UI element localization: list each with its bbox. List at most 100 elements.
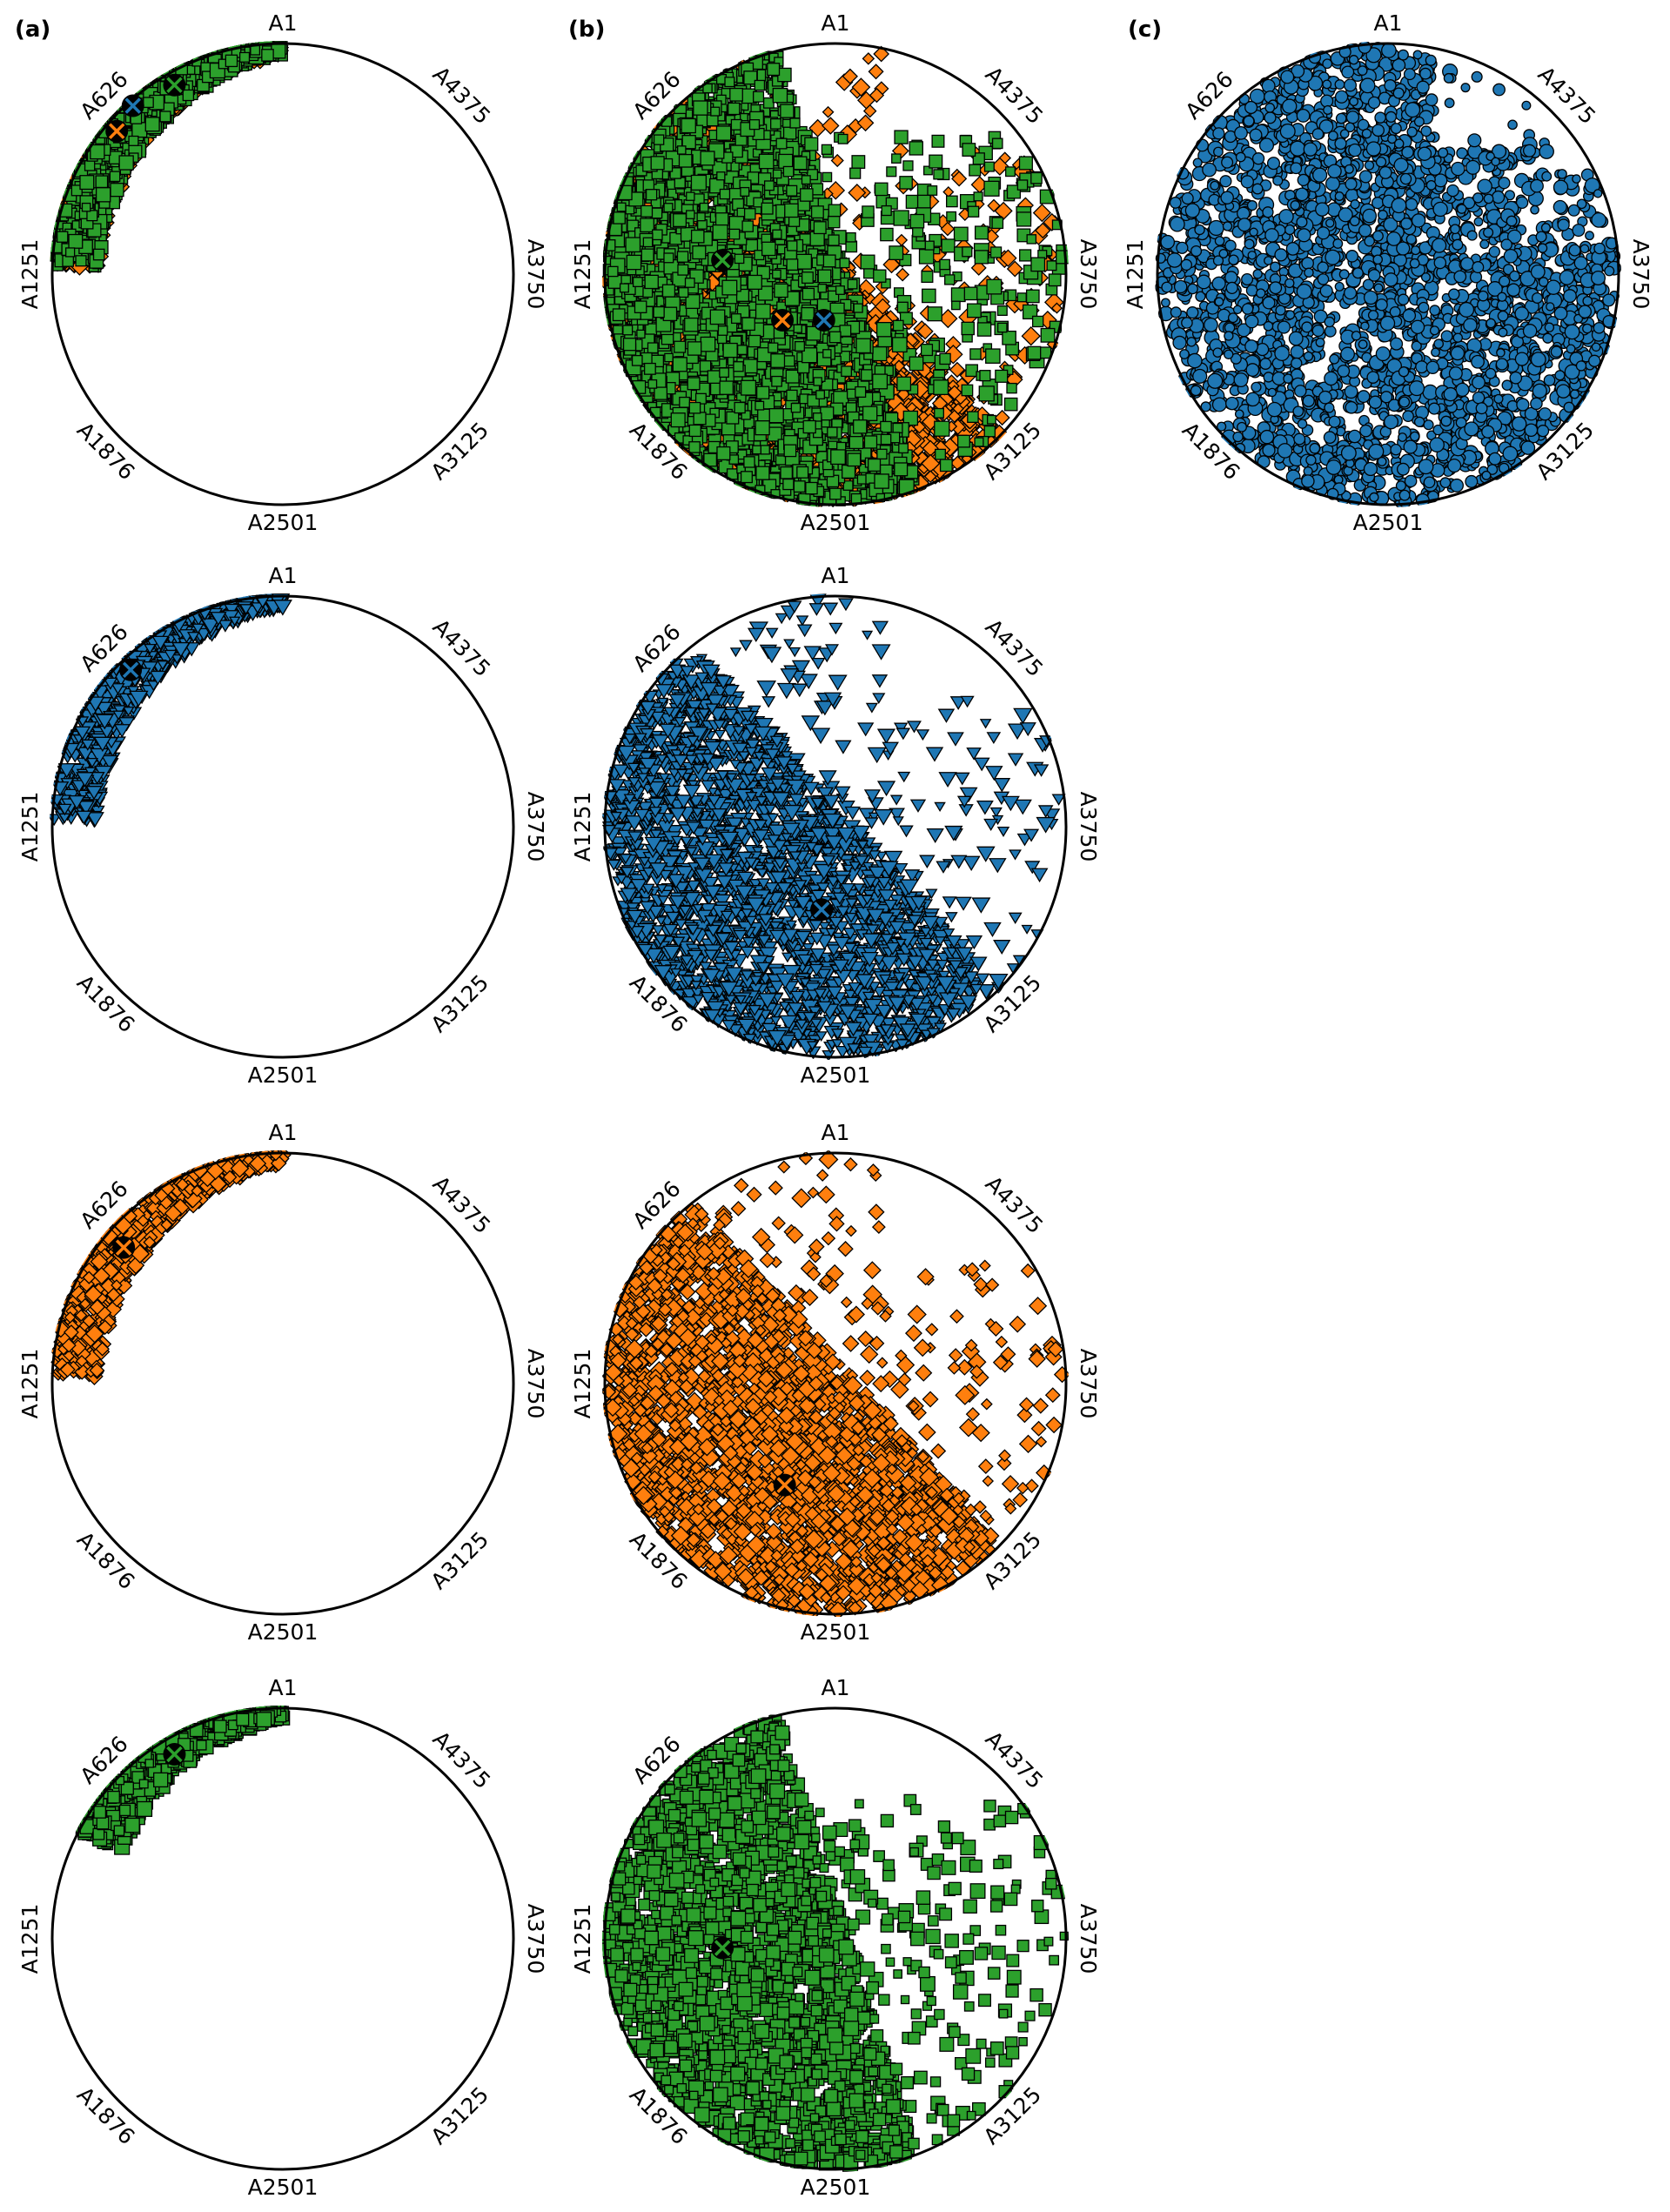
- data-point-blue: [85, 786, 103, 801]
- data-point-blue: [218, 620, 233, 633]
- anchor-label-a3750: A3750: [523, 792, 548, 862]
- anchor-label-a1876: A1876: [72, 969, 140, 1037]
- data-point-green: [86, 210, 98, 222]
- anchor-label-a1876: A1876: [72, 417, 140, 485]
- data-point-blue: [195, 627, 212, 642]
- data-point-blue: [210, 612, 227, 627]
- data-point-blue: [77, 801, 95, 815]
- data-point-green: [182, 89, 195, 102]
- centroid-marker-orange: [112, 1236, 136, 1259]
- data-point-blue: [146, 680, 160, 692]
- data-point-green: [131, 122, 148, 138]
- data-point-green: [96, 1816, 110, 1830]
- anchor-label-a1251: A1251: [17, 1904, 43, 1974]
- data-point-blue: [228, 616, 241, 627]
- data-point-blue: [86, 696, 105, 713]
- data-point-green: [118, 155, 134, 171]
- data-point-blue: [90, 747, 110, 765]
- panel-label-a: (a): [15, 17, 50, 43]
- centroid-marker-blue: [119, 658, 143, 681]
- data-point-blue: [103, 677, 118, 690]
- data-point-blue: [151, 635, 170, 651]
- radviz-plots: A1A626A1251A1876A2501A3125A3750A4375A1A6…: [17, 10, 1653, 2200]
- data-point-green: [159, 111, 171, 123]
- data-point-blue: [171, 642, 191, 658]
- panel-label-c: (c): [1128, 17, 1162, 43]
- data-point-blue: [191, 623, 205, 634]
- data-point-blue: [57, 803, 72, 816]
- anchor-label-a3125: A3125: [426, 1526, 493, 1594]
- data-point-blue: [144, 643, 157, 655]
- data-point-green: [128, 135, 139, 146]
- anchor-label-a2501: A2501: [248, 510, 319, 535]
- data-point-blue: [157, 660, 169, 671]
- data-point-green: [138, 1779, 149, 1789]
- anchor-label-a3750: A3750: [523, 1349, 548, 1419]
- data-point-blue: [128, 690, 149, 707]
- data-point-blue: [200, 618, 220, 634]
- anchor-label-a2501: A2501: [248, 1619, 319, 1645]
- data-point-green: [107, 1790, 120, 1804]
- data-point-blue: [111, 683, 125, 695]
- anchor-label-a1: A1: [268, 563, 297, 588]
- data-point-green: [113, 1825, 125, 1836]
- anchor-label-a1: A1: [268, 10, 297, 36]
- anchor-label-a3125: A3125: [426, 969, 493, 1037]
- data-point-green: [92, 248, 105, 261]
- data-point-blue: [95, 714, 114, 730]
- data-point-blue: [80, 739, 95, 751]
- centroid-marker-orange: [105, 119, 129, 143]
- data-point-green: [70, 184, 83, 197]
- data-point-green: [65, 247, 76, 258]
- anchor-label-a1: A1: [268, 1675, 297, 1700]
- anchor-label-a4375: A4375: [428, 1171, 496, 1239]
- anchor-label-a4375: A4375: [428, 614, 496, 682]
- data-point-green: [144, 117, 160, 132]
- data-point-green: [153, 1772, 169, 1788]
- data-point-blue: [122, 707, 135, 717]
- data-point-green: [109, 171, 121, 183]
- radviz-circle: [50, 594, 515, 1059]
- data-point-green: [143, 97, 154, 109]
- data-point-blue: [171, 654, 184, 665]
- data-point-blue: [112, 710, 124, 721]
- data-point-blue: [75, 810, 93, 825]
- data-point-green: [95, 187, 111, 203]
- scatter-points: [75, 1706, 291, 1855]
- data-point-blue: [239, 604, 253, 615]
- anchor-label-a2501: A2501: [248, 2175, 319, 2200]
- anchor-label-a1876: A1876: [72, 1526, 140, 1594]
- data-point-green: [93, 1806, 107, 1819]
- data-point-orange: [994, 409, 1010, 426]
- data-point-green: [250, 44, 261, 56]
- data-point-blue: [76, 772, 95, 788]
- centroid-marker-blue: [121, 94, 144, 117]
- data-point-blue: [112, 705, 127, 717]
- data-point-blue: [68, 794, 86, 810]
- data-point-blue: [250, 602, 265, 614]
- data-point-green: [79, 175, 95, 191]
- data-point-green: [225, 54, 238, 68]
- data-point-green: [92, 1827, 105, 1840]
- scatter-points: [50, 593, 292, 828]
- data-point-green: [110, 183, 124, 198]
- data-point-green: [118, 1804, 131, 1817]
- data-point-green: [261, 49, 274, 62]
- anchor-label-a1251: A1251: [17, 239, 43, 310]
- data-point-green: [136, 1800, 153, 1817]
- data-point-green: [144, 1759, 154, 1768]
- data-point-green: [196, 1739, 207, 1751]
- data-point-blue: [117, 717, 136, 732]
- data-point-blue: [94, 701, 113, 718]
- data-point-blue: [93, 736, 112, 753]
- data-point-blue: [113, 724, 131, 739]
- data-point-green: [84, 160, 96, 171]
- anchor-label-a1251: A1251: [17, 792, 43, 862]
- data-point-blue: [272, 600, 292, 616]
- data-point-blue: [77, 747, 95, 762]
- centroid-marker-green: [163, 1743, 186, 1766]
- data-point-green: [90, 144, 105, 160]
